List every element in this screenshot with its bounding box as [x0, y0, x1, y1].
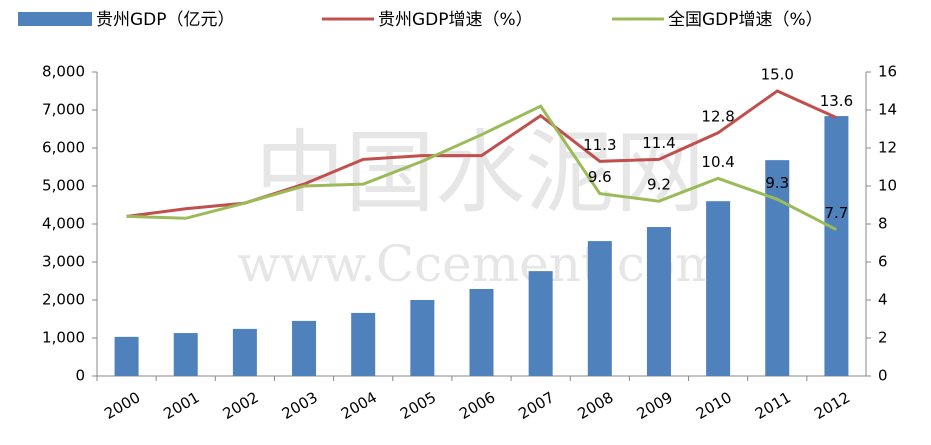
- x-tick-label: 2010: [693, 388, 735, 423]
- y-tick-label: 0: [75, 367, 85, 385]
- x-tick-label: 2001: [160, 388, 202, 423]
- bar: [351, 312, 376, 376]
- x-tick-label: 2005: [397, 388, 439, 423]
- y-tick-label: 6,000: [42, 139, 85, 157]
- watermark: www.Ccement.com: [238, 235, 723, 293]
- legend-label: 贵州GDP（亿元）: [96, 10, 235, 30]
- legend-label: 贵州GDP增速（%）: [378, 10, 533, 30]
- x-tick-label: 2002: [220, 388, 262, 423]
- y2-tick-label: 0: [878, 367, 888, 385]
- y2-tick-label: 4: [878, 291, 888, 309]
- y2-tick-label: 2: [878, 329, 888, 347]
- x-tick-label: 2003: [279, 388, 321, 423]
- data-label: 11.3: [583, 136, 616, 154]
- bar: [410, 300, 435, 376]
- legend-label: 全国GDP增速（%）: [668, 10, 823, 30]
- data-label: 13.6: [820, 92, 853, 110]
- bar: [232, 328, 257, 376]
- bar: [706, 201, 731, 376]
- data-label: 10.4: [701, 153, 734, 171]
- y2-tick-label: 10: [878, 177, 897, 195]
- data-label: 7.7: [824, 204, 848, 222]
- x-tick-label: 2011: [752, 388, 794, 423]
- y-tick-label: 3,000: [42, 253, 85, 271]
- bar: [469, 288, 494, 376]
- data-label: 12.8: [701, 107, 734, 125]
- bar: [587, 241, 612, 376]
- bar: [173, 333, 198, 376]
- x-tick-label: 2009: [634, 388, 676, 423]
- bar: [765, 160, 790, 376]
- bar: [292, 320, 317, 376]
- x-tick-label: 2000: [101, 388, 143, 423]
- data-label: 11.4: [642, 134, 675, 152]
- x-tick-label: 2006: [456, 388, 498, 423]
- data-label: 15.0: [761, 66, 794, 84]
- y2-tick-label: 8: [878, 215, 888, 233]
- bar: [114, 336, 139, 376]
- bar: [824, 116, 849, 376]
- data-label: 9.2: [647, 176, 671, 194]
- y-tick-label: 4,000: [42, 215, 85, 233]
- y-tick-label: 1,000: [42, 329, 85, 347]
- bar: [528, 271, 553, 376]
- x-tick-label: 2007: [515, 388, 557, 423]
- y2-tick-label: 12: [878, 139, 897, 157]
- x-tick-label: 2012: [811, 388, 853, 423]
- data-label: 9.6: [588, 168, 612, 186]
- y-tick-label: 8,000: [42, 63, 85, 81]
- y-tick-label: 7,000: [42, 101, 85, 119]
- y-tick-label: 2,000: [42, 291, 85, 309]
- y2-tick-label: 14: [878, 101, 897, 119]
- y2-tick-label: 16: [878, 63, 897, 81]
- y2-tick-label: 6: [878, 253, 888, 271]
- data-label: 9.3: [765, 174, 789, 192]
- y-tick-label: 5,000: [42, 177, 85, 195]
- line: [126, 104, 838, 232]
- legend-swatch: [18, 12, 92, 26]
- x-tick-label: 2008: [575, 388, 617, 423]
- bar: [646, 227, 671, 376]
- x-tick-label: 2004: [338, 388, 380, 423]
